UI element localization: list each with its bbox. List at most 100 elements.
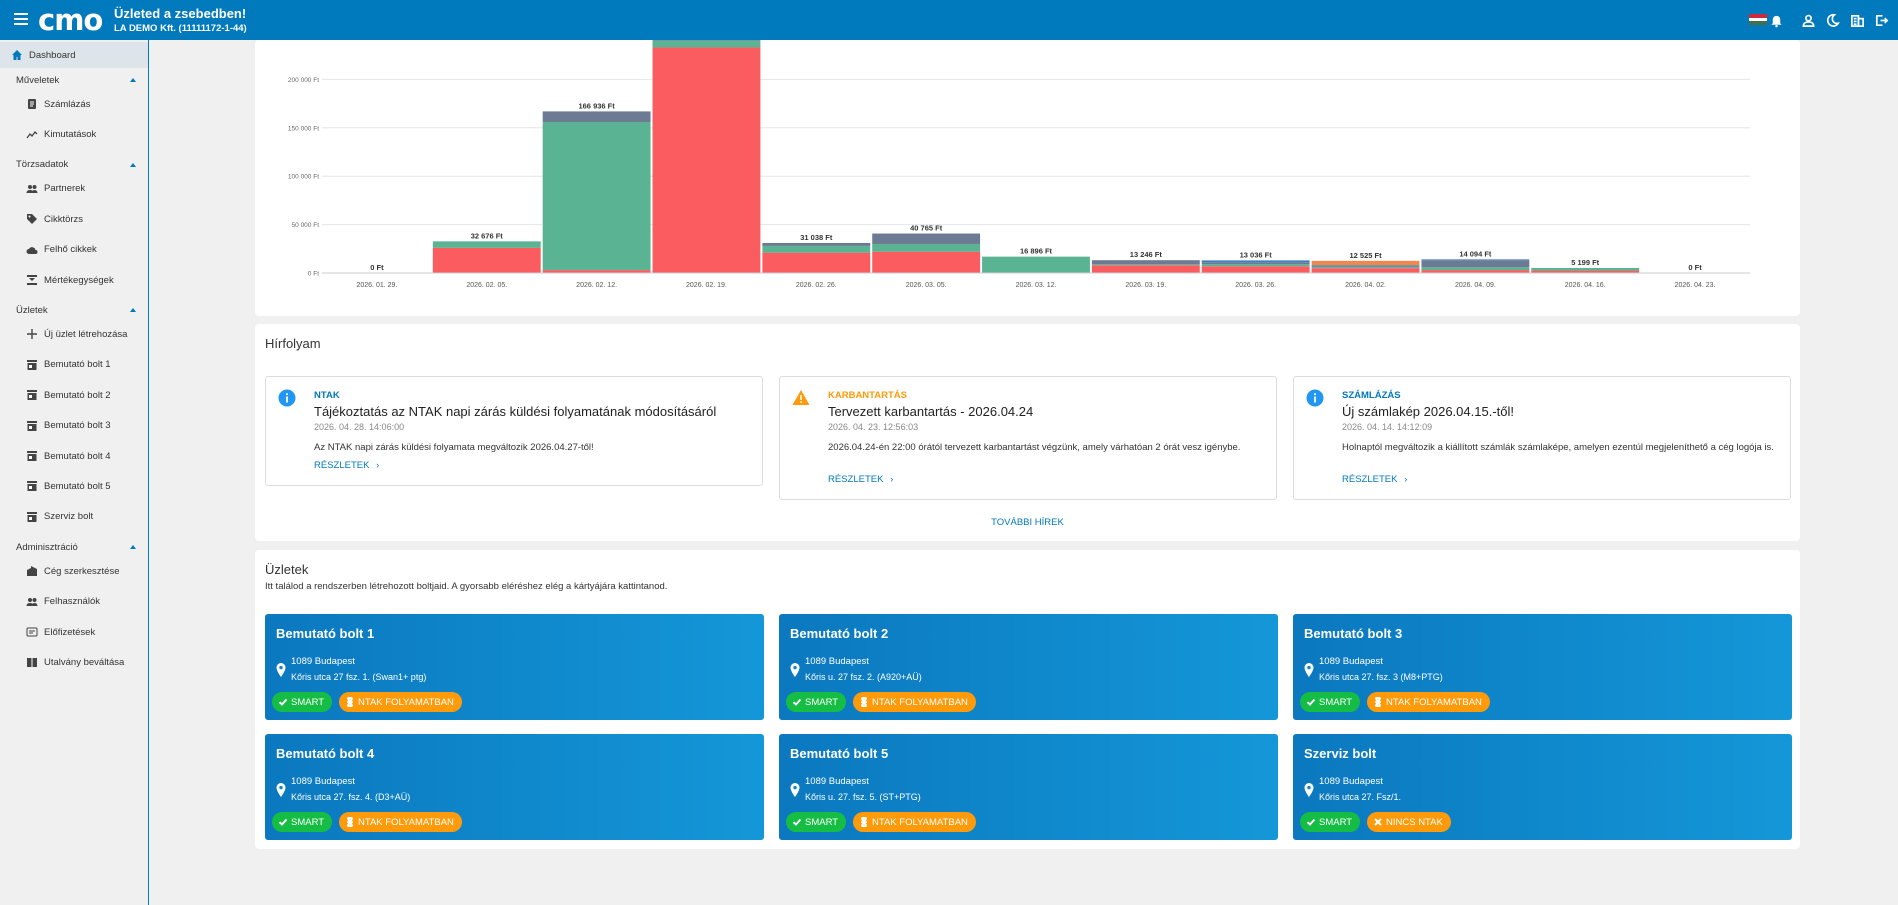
sidebar-section-3[interactable]: Adminisztráció xyxy=(16,538,136,556)
news-details-label: RÉSZLETEK xyxy=(314,460,370,471)
smart-badge[interactable]: SMART xyxy=(786,692,847,712)
sidebar-section-label: Műveletek xyxy=(16,74,60,86)
sidebar-item-partnerek[interactable]: Partnerek xyxy=(0,176,148,202)
location-pin-icon xyxy=(1304,783,1314,797)
bar-segment xyxy=(1311,265,1420,267)
shop-card[interactable]: Bemutató bolt 2 1089 Budapest Kőris u. 27 … xyxy=(779,614,1278,720)
ntak-status-badge[interactable]: NTAK FOLYAMATBAN xyxy=(339,692,462,712)
sidebar-item-label: Új üzlet létrehozása xyxy=(44,328,128,340)
sales-chart-card: 0 Ft 50 000 Ft 100 000 Ft 150 000 Ft 200 000… xyxy=(255,40,1800,316)
people-icon xyxy=(25,182,39,196)
more-news-link[interactable]: TOVÁBBI HÍREK xyxy=(991,517,1064,528)
sidebar-item-kimutatások[interactable]: Kimutatások xyxy=(0,121,148,147)
cmo-logo[interactable]: cmo xyxy=(38,3,103,37)
shop-card[interactable]: Szerviz bolt 1089 Budapest Kőris utca 27. … xyxy=(1293,734,1792,840)
invoice-icon xyxy=(25,97,39,111)
ntak-status-badge[interactable]: NTAK FOLYAMATBAN xyxy=(853,812,976,832)
bar-segment xyxy=(542,270,651,273)
scale-icon xyxy=(25,273,39,287)
bar-total-label: 12 525 Ft xyxy=(1349,251,1382,260)
sidebar-item-bemutató-bolt-2[interactable]: Bemutató bolt 2 xyxy=(0,382,148,408)
sidebar-item-cég-szerkesztése[interactable]: Cég szerkesztése xyxy=(0,558,148,584)
shop-city: 1089 Budapest xyxy=(291,656,355,667)
shop-address: Kőris utca 27. Fsz/1. xyxy=(1319,792,1402,802)
logout-icon[interactable] xyxy=(1873,12,1889,28)
news-details-link[interactable]: RÉSZLETEK › xyxy=(314,460,379,471)
sidebar-item-bemutató-bolt-5[interactable]: Bemutató bolt 5 xyxy=(0,473,148,499)
bar-total-label: 0 Ft xyxy=(370,263,384,272)
smart-badge[interactable]: SMART xyxy=(1300,692,1361,712)
bar-total-label: 13 036 Ft xyxy=(1240,250,1273,259)
news-item[interactable]: NTAK Tájékoztatás az NTAK napi zárás küld… xyxy=(265,376,763,486)
badge-label: SMART xyxy=(805,816,839,828)
info-icon xyxy=(1306,389,1324,407)
location-pin-icon xyxy=(790,783,800,797)
sidebar-item-bemutató-bolt-3[interactable]: Bemutató bolt 3 xyxy=(0,413,148,439)
check-icon xyxy=(1306,698,1316,706)
sidebar-item-label: Cikktörzs xyxy=(44,213,84,225)
check-icon xyxy=(278,698,288,706)
sidebar-item-számlázás[interactable]: Számlázás xyxy=(0,91,148,117)
sidebar-item-bemutató-bolt-4[interactable]: Bemutató bolt 4 xyxy=(0,443,148,469)
ntak-status-badge[interactable]: NTAK FOLYAMATBAN xyxy=(1367,692,1490,712)
bell-icon[interactable] xyxy=(1768,12,1784,28)
ntak-status-badge[interactable]: NTAK FOLYAMATBAN xyxy=(853,692,976,712)
smart-badge[interactable]: SMART xyxy=(272,692,333,712)
shop-city: 1089 Budapest xyxy=(1319,656,1383,667)
sidebar-item-label: Cég szerkesztése xyxy=(44,565,120,577)
sidebar-item-új-üzlet-létrehozása[interactable]: Új üzlet létrehozása xyxy=(0,321,148,347)
sidebar-section-label: Törzsadatok xyxy=(16,159,69,171)
ntak-status-badge[interactable]: NINCS NTAK xyxy=(1367,812,1451,832)
sidebar-item-felhasználók[interactable]: Felhasználók xyxy=(0,589,148,615)
moon-icon[interactable] xyxy=(1824,12,1840,28)
sidebar-item-dashboard[interactable]: Dashboard xyxy=(0,42,148,68)
ntak-status-badge[interactable]: NTAK FOLYAMATBAN xyxy=(339,812,462,832)
sidebar-item-szerviz-bolt[interactable]: Szerviz bolt xyxy=(0,504,148,530)
hungarian-flag-icon[interactable] xyxy=(1749,14,1767,26)
sidebar-item-bemutató-bolt-1[interactable]: Bemutató bolt 1 xyxy=(0,352,148,378)
news-item[interactable]: SZÁMLÁZÁS Új számlakép 2026.04.15.-től! 20… xyxy=(1293,376,1791,500)
sidebar-item-felhő-cikkek[interactable]: Felhő cikkek xyxy=(0,237,148,263)
sidebar-item-utalvány-beváltása[interactable]: Utalvány beváltása xyxy=(0,649,148,675)
smart-badge[interactable]: SMART xyxy=(272,812,333,832)
location-pin-icon xyxy=(276,663,286,677)
shop-card[interactable]: Bemutató bolt 5 1089 Budapest Kőris u. 27.… xyxy=(779,734,1278,840)
building-icon[interactable] xyxy=(1849,12,1865,28)
news-details-label: RÉSZLETEK xyxy=(1342,474,1398,485)
smart-badge[interactable]: SMART xyxy=(1300,812,1361,832)
location-pin-icon xyxy=(276,783,286,797)
sidebar-section-2[interactable]: Üzletek xyxy=(16,301,136,319)
news-details-link[interactable]: RÉSZLETEK › xyxy=(828,474,893,485)
hamburger-menu-icon[interactable] xyxy=(14,13,28,25)
sidebar-section-1[interactable]: Törzsadatok xyxy=(16,156,136,174)
news-body: Holnaptól megváltozik a kiállított száml… xyxy=(1342,442,1774,453)
badge-label: SMART xyxy=(1319,816,1353,828)
bar-total-label: 40 765 Ft xyxy=(910,224,943,233)
sidebar-item-mértékegységek[interactable]: Mértékegységek xyxy=(0,267,148,293)
shop-card[interactable]: Bemutató bolt 3 1089 Budapest Kőris utca 2… xyxy=(1293,614,1792,720)
check-icon xyxy=(1306,818,1316,826)
y-tick-label: 50 000 Ft xyxy=(292,222,320,229)
news-item[interactable]: KARBANTARTÁS Tervezett karbantartás - 202… xyxy=(779,376,1277,500)
shop-card[interactable]: Bemutató bolt 1 1089 Budapest Kőris utca 2… xyxy=(265,614,764,720)
x-tick-label: 2026. 02. 26. xyxy=(796,282,837,289)
user-icon[interactable] xyxy=(1800,12,1816,28)
shop-card[interactable]: Bemutató bolt 4 1089 Budapest Kőris utca 2… xyxy=(265,734,764,840)
x-tick-label: 2026. 02. 05. xyxy=(466,282,507,289)
x-tick-label: 2026. 03. 05. xyxy=(906,282,947,289)
sidebar-section-0[interactable]: Műveletek xyxy=(16,71,136,89)
bar-segment xyxy=(1201,266,1310,273)
sidebar-item-cikktörzs[interactable]: Cikktörzs xyxy=(0,206,148,232)
bar-segment xyxy=(872,233,981,244)
store-icon xyxy=(25,419,39,433)
sidebar-item-label: Felhő cikkek xyxy=(44,244,97,256)
news-details-link[interactable]: RÉSZLETEK › xyxy=(1342,474,1407,485)
shop-address: Kőris u. 27 fsz. 2. (A920+AÜ) xyxy=(805,672,922,682)
sidebar-item-label: Partnerek xyxy=(44,183,86,195)
sidebar-item-előfizetések[interactable]: Előfizetések xyxy=(0,619,148,645)
chevron-up-icon xyxy=(130,308,136,313)
shop-city: 1089 Budapest xyxy=(291,776,355,787)
shop-city: 1089 Budapest xyxy=(1319,776,1383,787)
smart-badge[interactable]: SMART xyxy=(786,812,847,832)
close-icon xyxy=(1374,818,1382,826)
